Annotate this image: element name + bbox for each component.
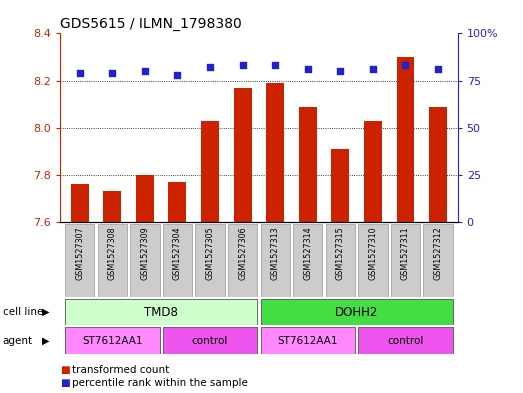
Bar	[65, 224, 94, 297]
Bar	[234, 88, 252, 222]
Text: GSM1527307: GSM1527307	[75, 226, 84, 280]
Bar	[293, 224, 322, 297]
Text: cell line: cell line	[3, 307, 43, 317]
Point	[271, 62, 279, 69]
Text: DOHH2: DOHH2	[335, 305, 378, 319]
Text: GSM1527311: GSM1527311	[401, 226, 410, 280]
Bar	[424, 224, 453, 297]
Text: control: control	[388, 336, 424, 346]
Bar	[364, 121, 382, 222]
Text: GSM1527314: GSM1527314	[303, 226, 312, 280]
Point	[434, 66, 442, 72]
Text: GSM1527309: GSM1527309	[140, 226, 150, 280]
Point	[173, 72, 181, 78]
Bar	[163, 327, 257, 354]
Text: ■: ■	[60, 378, 70, 388]
Point	[303, 66, 312, 72]
Text: GDS5615 / ILMN_1798380: GDS5615 / ILMN_1798380	[60, 17, 242, 31]
Text: GSM1527315: GSM1527315	[336, 226, 345, 280]
Bar	[98, 224, 127, 297]
Point	[141, 68, 149, 74]
Bar	[136, 175, 154, 222]
Bar	[196, 224, 225, 297]
Bar	[65, 299, 257, 325]
Text: ST7612AA1: ST7612AA1	[278, 336, 338, 346]
Text: GSM1527313: GSM1527313	[271, 226, 280, 280]
Text: ST7612AA1: ST7612AA1	[82, 336, 143, 346]
Point	[401, 62, 410, 69]
Bar	[163, 224, 192, 297]
Point	[238, 62, 247, 69]
Bar	[396, 57, 414, 222]
Bar	[65, 327, 160, 354]
Text: ▶: ▶	[42, 307, 50, 317]
Point	[336, 68, 345, 74]
Bar	[358, 327, 453, 354]
Bar	[201, 121, 219, 222]
Bar	[228, 224, 257, 297]
Point	[75, 70, 84, 76]
Text: GSM1527305: GSM1527305	[206, 226, 214, 280]
Text: ■: ■	[60, 365, 70, 375]
Bar	[168, 182, 186, 222]
Bar	[260, 299, 453, 325]
Text: control: control	[192, 336, 228, 346]
Bar	[71, 184, 89, 222]
Bar	[104, 191, 121, 222]
Text: ▶: ▶	[42, 336, 50, 346]
Text: GSM1527310: GSM1527310	[368, 226, 378, 280]
Text: GSM1527312: GSM1527312	[434, 226, 442, 280]
Bar	[391, 224, 420, 297]
Bar	[429, 107, 447, 222]
Text: GSM1527306: GSM1527306	[238, 226, 247, 280]
Bar	[260, 327, 355, 354]
Bar	[260, 224, 290, 297]
Bar	[332, 149, 349, 222]
Text: GSM1527308: GSM1527308	[108, 226, 117, 280]
Text: GSM1527304: GSM1527304	[173, 226, 182, 280]
Bar	[299, 107, 317, 222]
Text: TMD8: TMD8	[144, 305, 178, 319]
Bar	[130, 224, 160, 297]
Bar	[358, 224, 388, 297]
Point	[108, 70, 117, 76]
Point	[206, 64, 214, 70]
Point	[369, 66, 377, 72]
Bar	[266, 83, 284, 222]
Text: agent: agent	[3, 336, 33, 346]
Bar	[326, 224, 355, 297]
Text: percentile rank within the sample: percentile rank within the sample	[72, 378, 247, 388]
Text: transformed count: transformed count	[72, 365, 169, 375]
